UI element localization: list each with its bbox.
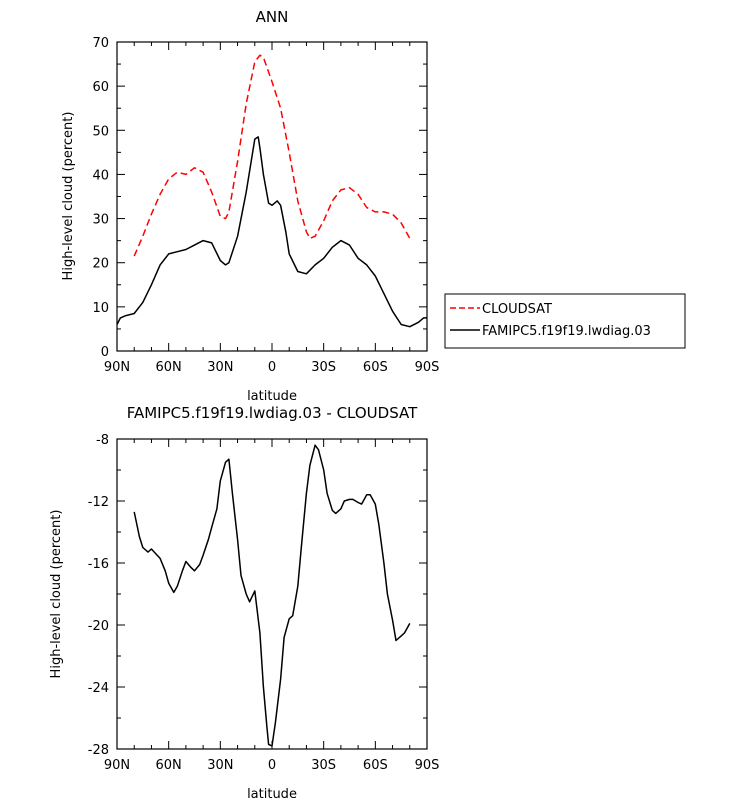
- legend-box: [444, 293, 686, 349]
- y-tick-label: -20: [88, 619, 109, 634]
- y-tick-label: 0: [101, 345, 109, 360]
- x-tick-label: 90S: [415, 360, 440, 375]
- series-line-famipc5-f19f19-lwdiag-03: [116, 136, 427, 328]
- lower-chart-xlabel: latitude: [247, 787, 297, 802]
- y-tick-label: -16: [88, 557, 109, 572]
- lower-chart-lines: [133, 444, 411, 747]
- y-tick-label: 20: [92, 257, 109, 272]
- x-tick-label: 90N: [104, 758, 130, 773]
- y-tick-label: 40: [92, 168, 109, 183]
- x-tick-label: 0: [268, 360, 276, 375]
- legend-label-cloudsat: CLOUDSAT: [482, 302, 552, 317]
- legend-label-famipc5: FAMIPC5.f19f19.lwdiag.03: [482, 324, 651, 339]
- lower-chart-frame: [116, 438, 428, 750]
- series-line-cloudsat: [133, 54, 411, 257]
- upper-chart-lines: [116, 54, 427, 328]
- series-line-difference: [133, 444, 411, 747]
- y-tick-label: 70: [92, 36, 109, 51]
- y-tick-label: -24: [88, 681, 109, 696]
- x-tick-label: 90N: [104, 360, 130, 375]
- y-tick-label: 10: [92, 301, 109, 316]
- y-tick-label: -8: [96, 433, 109, 448]
- y-tick-label: 50: [92, 124, 109, 139]
- upper-chart-frame: [116, 41, 428, 352]
- x-tick-label: 60N: [156, 360, 182, 375]
- lower-chart-ylabel: High-level cloud (percent): [49, 510, 64, 679]
- upper-chart-xlabel: latitude: [247, 389, 297, 404]
- y-tick-label: 60: [92, 80, 109, 95]
- lower-chart-title: FAMIPC5.f19f19.lwdiag.03 - CLOUDSAT: [127, 404, 418, 422]
- x-tick-label: 30S: [311, 758, 336, 773]
- x-tick-label: 60S: [363, 360, 388, 375]
- lower-chart-ticks: 90N 60N 30N 0 30S 60S 90S -28 -24 -20 -16 -12 -8: [88, 433, 440, 773]
- y-tick-label: -12: [88, 495, 109, 510]
- x-tick-label: 60N: [156, 758, 182, 773]
- x-tick-label: 30N: [207, 758, 233, 773]
- y-tick-label: 30: [92, 213, 109, 228]
- upper-chart-ticks: 90N 60N 30N 0 30S 60S 90S 0 10 20 30 40 50 60 70: [92, 36, 439, 375]
- x-tick-label: 90S: [415, 758, 440, 773]
- x-tick-label: 60S: [363, 758, 388, 773]
- x-tick-label: 30N: [207, 360, 233, 375]
- lower-chart-panel: FAMIPC5.f19f19.lwdiag.03 - CLOUDSAT 90N 6…: [49, 404, 439, 802]
- upper-chart-ylabel: High-level cloud (percent): [61, 112, 76, 281]
- x-tick-label: 0: [268, 758, 276, 773]
- upper-chart-title: ANN: [256, 8, 289, 26]
- upper-chart-panel: ANN 90N 60N 30N 0 30S 60S 90S 0 10 20 30 40 50 60 70 l…: [61, 8, 439, 404]
- y-tick-label: -28: [88, 743, 109, 758]
- legend: CLOUDSAT FAMIPC5.f19f19.lwdiag.03: [444, 293, 686, 349]
- x-tick-label: 30S: [311, 360, 336, 375]
